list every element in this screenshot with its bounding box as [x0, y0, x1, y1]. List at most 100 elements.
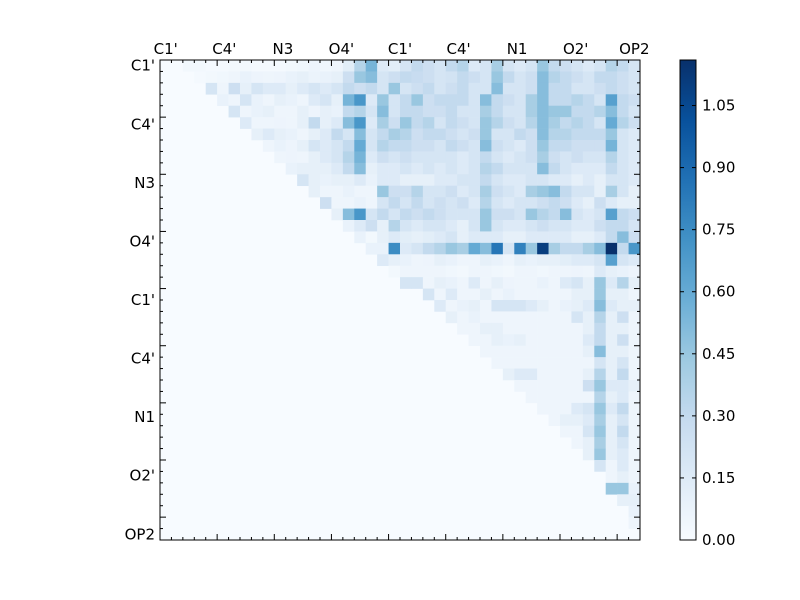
heatmap-cell [354, 60, 367, 72]
heatmap-cell [400, 185, 412, 198]
heatmap-cell [548, 277, 561, 289]
heatmap-cell [308, 82, 321, 95]
heatmap-cell [548, 391, 561, 404]
heatmap-cell [571, 231, 584, 244]
heatmap-cell [480, 242, 492, 255]
heatmap-cell [628, 505, 641, 518]
heatmap-cell [537, 82, 549, 95]
heatmap-cell [502, 162, 515, 175]
heatmap-cell [308, 151, 321, 164]
heatmap-cell [582, 151, 595, 164]
heatmap-cell [388, 220, 401, 232]
heatmap-cell [514, 322, 527, 335]
heatmap-cell [491, 242, 504, 255]
heatmap-cell [525, 82, 538, 95]
heatmap-cell [480, 185, 492, 198]
heatmap-cell [491, 105, 504, 118]
heatmap-cell [388, 162, 401, 175]
heatmap-cell [365, 174, 378, 187]
heatmap-cell [491, 288, 504, 301]
heatmap-cell [571, 322, 584, 335]
heatmap-cell [445, 231, 458, 244]
heatmap-cell [445, 220, 458, 232]
heatmap-cell [582, 174, 595, 187]
heatmap-cell [628, 277, 641, 289]
heatmap-cell [457, 117, 469, 129]
heatmap-cell [262, 117, 275, 129]
heatmap-cell [502, 254, 515, 267]
heatmap-cell [628, 345, 641, 358]
heatmap-cell [617, 117, 629, 129]
heatmap-cell [320, 94, 332, 107]
colorbar-tick-label: 0.45 [702, 345, 735, 363]
heatmap-cell [628, 300, 641, 312]
heatmap-cell [445, 162, 458, 175]
heatmap-cell [548, 208, 561, 221]
heatmap-cell [582, 94, 595, 107]
heatmap-cell [457, 128, 469, 141]
heatmap-cell [594, 174, 607, 187]
heatmap-cell [400, 174, 412, 187]
heatmap-cell [422, 162, 435, 175]
heatmap-cell [560, 71, 572, 84]
heatmap-cell [331, 208, 344, 221]
heatmap-cell [525, 231, 538, 244]
heatmap-cell [617, 391, 629, 404]
heatmap-cell [468, 231, 481, 244]
heatmap-cell [320, 197, 332, 209]
heatmap-cell [354, 105, 367, 118]
heatmap-cell [354, 151, 367, 164]
heatmap-cell [262, 105, 275, 118]
heatmap-cell [457, 94, 469, 107]
heatmap-cell [320, 162, 332, 175]
heatmap-cell [422, 151, 435, 164]
heatmap-cell [548, 185, 561, 198]
x-tick-label: C1' [154, 40, 178, 58]
heatmap-cell [560, 128, 572, 141]
heatmap-cell [297, 162, 309, 175]
heatmap-cell [548, 140, 561, 152]
heatmap-cell [400, 277, 412, 289]
heatmap-cell [240, 117, 252, 129]
heatmap-cell [468, 322, 481, 335]
heatmap-cell [617, 128, 629, 141]
heatmap-cell [377, 162, 389, 175]
heatmap-cell [628, 494, 641, 507]
heatmap-cell [400, 220, 412, 232]
heatmap-cell [491, 334, 504, 347]
heatmap-cell [457, 140, 469, 152]
heatmap-cell [274, 94, 287, 107]
heatmap-cell [628, 311, 641, 324]
heatmap-cell [434, 117, 447, 129]
heatmap-cell [617, 151, 629, 164]
heatmap-cell [582, 197, 595, 209]
heatmap-cell [365, 117, 378, 129]
heatmap-cell [411, 117, 424, 129]
heatmap-cell [285, 60, 298, 72]
heatmap-cell [571, 60, 584, 72]
heatmap-cell [457, 220, 469, 232]
heatmap-cell [377, 220, 389, 232]
heatmap-cell [548, 162, 561, 175]
heatmap-cell [240, 82, 252, 95]
heatmap-cell [468, 140, 481, 152]
heatmap-cell [365, 71, 378, 84]
heatmap-cell [434, 208, 447, 221]
heatmap-cell [240, 94, 252, 107]
heatmap-cell [582, 437, 595, 449]
heatmap-cell [502, 117, 515, 129]
y-tick-label: O4' [130, 232, 155, 250]
heatmap-cell [480, 254, 492, 267]
heatmap-cell [194, 71, 207, 84]
heatmap-cell [571, 380, 584, 392]
heatmap-cell [560, 311, 572, 324]
heatmap-cell [434, 254, 447, 267]
heatmap-cell [537, 174, 549, 187]
heatmap-cell [491, 162, 504, 175]
heatmap-cell [217, 71, 229, 84]
heatmap-cell [560, 151, 572, 164]
heatmap-cell [514, 265, 527, 278]
heatmap-cell [582, 71, 595, 84]
heatmap-cell [491, 197, 504, 209]
heatmap-cell [537, 60, 549, 72]
